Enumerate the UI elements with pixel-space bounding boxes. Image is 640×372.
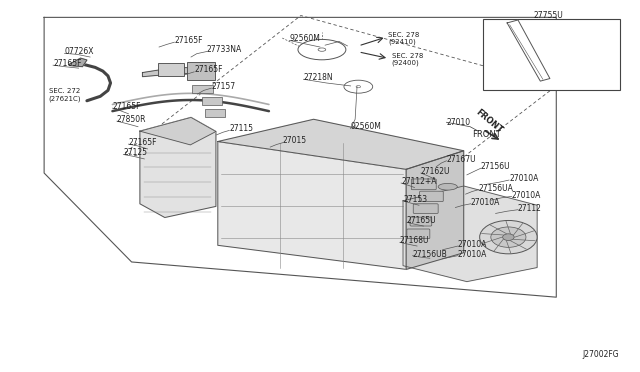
Text: 27156U: 27156U (481, 162, 511, 171)
Text: 27010: 27010 (447, 118, 470, 127)
Text: 27165U: 27165U (407, 217, 436, 225)
Text: 27010A: 27010A (509, 174, 538, 183)
Text: 27010A: 27010A (458, 240, 487, 249)
Text: SEC. 272: SEC. 272 (49, 88, 80, 94)
Polygon shape (406, 151, 464, 269)
Polygon shape (403, 186, 537, 282)
Text: 27162U: 27162U (421, 167, 451, 176)
FancyBboxPatch shape (412, 179, 436, 190)
Text: 27153: 27153 (403, 195, 427, 204)
Bar (202, 97, 222, 105)
Text: SEC. 278: SEC. 278 (388, 32, 420, 38)
Text: 27156UA: 27156UA (478, 184, 513, 193)
Text: 27115: 27115 (229, 124, 253, 133)
Text: (92400): (92400) (392, 60, 419, 66)
Ellipse shape (318, 48, 326, 51)
Text: FRONT: FRONT (472, 130, 500, 140)
Ellipse shape (298, 39, 346, 60)
Bar (186, 62, 215, 80)
Polygon shape (140, 118, 216, 218)
Text: SEC. 278: SEC. 278 (392, 53, 423, 59)
Text: 07726X: 07726X (65, 47, 94, 56)
FancyBboxPatch shape (413, 204, 438, 214)
Text: 27168U: 27168U (400, 236, 429, 246)
Text: 27125: 27125 (124, 148, 147, 157)
Text: 27218N: 27218N (303, 73, 333, 82)
Text: J27002FG: J27002FG (582, 350, 619, 359)
Text: 27165F: 27165F (194, 65, 223, 74)
Ellipse shape (344, 80, 372, 93)
Text: 27755U: 27755U (534, 11, 563, 20)
Text: 27112+A: 27112+A (401, 177, 436, 186)
Text: 27157: 27157 (211, 82, 236, 91)
Text: 27112: 27112 (518, 204, 542, 213)
Ellipse shape (491, 227, 526, 247)
Text: 27167U: 27167U (447, 155, 476, 164)
Text: 27165F: 27165F (53, 59, 81, 68)
Text: 27733NA: 27733NA (207, 45, 242, 54)
Polygon shape (218, 119, 464, 169)
Text: FRONT: FRONT (474, 108, 504, 135)
Text: (92410): (92410) (388, 38, 416, 45)
Polygon shape (140, 118, 216, 145)
Ellipse shape (502, 234, 514, 240)
FancyBboxPatch shape (407, 229, 430, 238)
Text: 92560M: 92560M (289, 34, 320, 43)
Text: 27165F: 27165F (113, 102, 141, 111)
Polygon shape (143, 67, 202, 77)
Bar (483, 19, 620, 90)
FancyBboxPatch shape (410, 217, 432, 226)
Ellipse shape (356, 86, 360, 88)
FancyBboxPatch shape (420, 191, 444, 202)
Text: 27165F: 27165F (129, 138, 157, 147)
Text: 92560M: 92560M (351, 122, 381, 131)
Text: 27850R: 27850R (117, 115, 147, 124)
Text: 27165F: 27165F (174, 36, 203, 45)
Text: 27010A: 27010A (470, 198, 500, 207)
Text: 27010A: 27010A (458, 250, 487, 259)
Bar (159, 63, 184, 76)
Polygon shape (69, 58, 87, 67)
Text: 27015: 27015 (283, 136, 307, 145)
Text: (27621C): (27621C) (49, 96, 81, 102)
Ellipse shape (438, 183, 458, 190)
Bar (192, 85, 212, 93)
Polygon shape (218, 141, 406, 269)
Text: 27010A: 27010A (511, 191, 541, 200)
Bar (205, 109, 225, 118)
Text: 27156UB: 27156UB (413, 250, 447, 259)
Ellipse shape (479, 221, 537, 254)
